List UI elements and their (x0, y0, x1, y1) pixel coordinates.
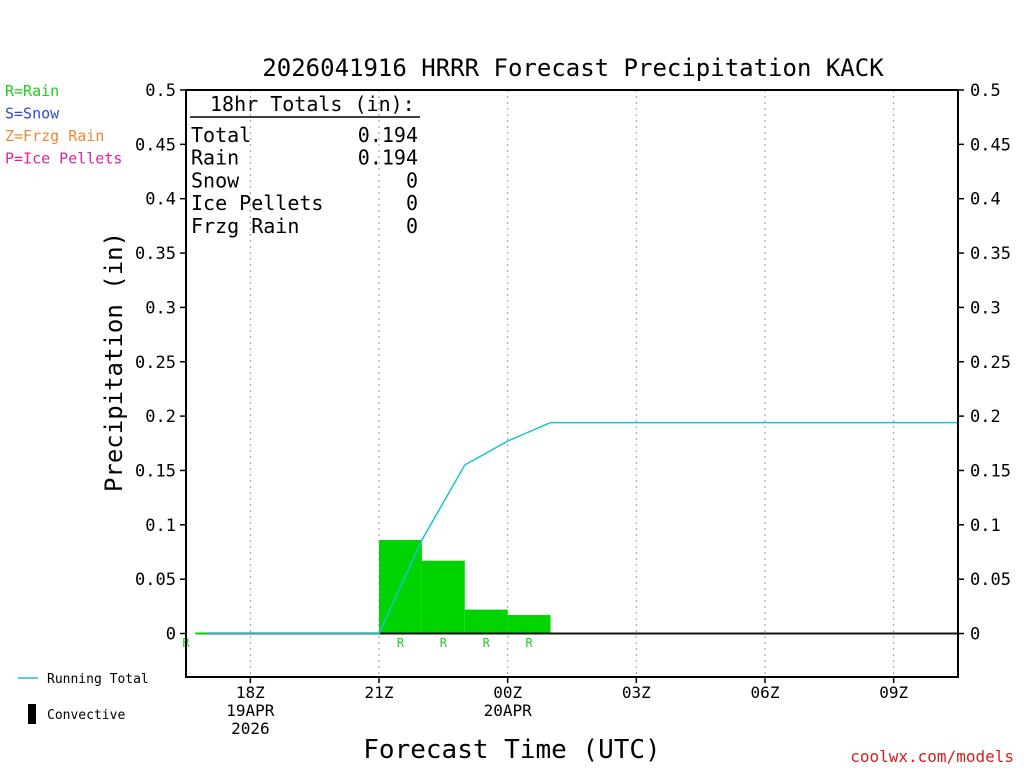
running-total-layer (207, 421, 958, 635)
y-tick-label-right: 0.05 (970, 570, 1011, 590)
ptype-label: R (525, 636, 533, 650)
convective-swatch (28, 704, 36, 724)
totals-row-label: Frzg Rain (191, 214, 299, 238)
y-tick-label: 0.15 (135, 461, 176, 481)
totals-row-value: 0 (406, 214, 418, 238)
y-tick-label: 0.4 (145, 190, 176, 210)
y-tick-label: 0.25 (135, 353, 176, 373)
grid (249, 90, 895, 677)
x-tick-label: 2026 (231, 719, 270, 738)
y-tick-label: 0.35 (135, 244, 176, 264)
credit-text: coolwx.com/models (850, 747, 1014, 766)
precip-bar (421, 560, 465, 634)
ptype-label: R (483, 636, 491, 650)
x-tick-label: 00Z (493, 683, 522, 702)
totals-row-value: 0.194 (358, 146, 418, 170)
ptype-legend-item: Z=Frzg Rain (5, 127, 104, 145)
ptype-legend: R=Rain S=Snow Z=Frzg Rain P=Ice Pellets (5, 82, 122, 168)
bottom-legend-label: Running Total (47, 672, 149, 687)
axes: 0 00.05 0.050.1 0.10.15 0.150.2 0.20.25 0.250.… (135, 81, 1011, 738)
y-tick-label: 0.3 (145, 298, 176, 318)
x-axis-label: Forecast Time (UTC) (363, 735, 660, 765)
precip-bar (464, 609, 508, 634)
bottom-legend-label: Convective (47, 708, 125, 723)
totals-row-value: 0.194 (358, 123, 418, 147)
precip-bar (507, 615, 551, 634)
y-tick-label-right: 0.15 (970, 461, 1011, 481)
chart-title: 2026041916 HRRR Forecast Precipitation K… (262, 54, 884, 82)
y-tick-label-right: 0.1 (970, 516, 1001, 536)
x-tick-label: 09Z (879, 683, 908, 702)
y-tick-label-right: 0.3 (970, 298, 1001, 318)
totals-row-label: Ice Pellets (191, 191, 323, 215)
y-tick-label-right: 0.4 (970, 190, 1001, 210)
y-tick-label: 0.2 (145, 407, 176, 427)
totals-row-label: Rain (191, 146, 239, 170)
plot-frame (185, 89, 959, 678)
totals-row-value: 0 (406, 168, 418, 192)
y-tick-label: 0.05 (135, 570, 176, 590)
y-tick-label-right: 0.45 (970, 135, 1011, 155)
totals-box: 18hr Totals (in): Total 0.194 Rain 0.194 Snow… (190, 92, 420, 238)
x-tick-label: 19APR (226, 701, 275, 720)
y-tick-label-right: 0.5 (970, 81, 1001, 101)
x-tick-label: 18Z (236, 683, 265, 702)
running-total-line (207, 421, 958, 635)
totals-header: 18hr Totals (in): (210, 92, 415, 116)
ptype-label: R (440, 636, 448, 650)
ptype-legend-item: S=Snow (5, 105, 60, 123)
y-axis-label: Precipitation (in) (100, 232, 128, 492)
totals-row-value: 0 (406, 191, 418, 215)
ptype-legend-item: P=Ice Pellets (5, 150, 122, 168)
y-tick-label-right: 0.2 (970, 407, 1001, 427)
y-tick-label-right: 0.35 (970, 244, 1011, 264)
y-tick-label: 0 (166, 625, 176, 645)
totals-row-label: Snow (191, 168, 240, 192)
x-tick-label: 06Z (751, 683, 780, 702)
x-tick-label: 21Z (365, 683, 394, 702)
y-tick-label: 0.5 (145, 81, 176, 101)
x-tick-label: 20APR (484, 701, 533, 720)
y-tick-label-right: 0.25 (970, 353, 1011, 373)
totals-row-label: Total (191, 123, 251, 147)
y-tick-label: 0.45 (135, 135, 176, 155)
y-tick-label: 0.1 (145, 516, 176, 536)
ptype-label: R (397, 636, 405, 650)
bottom-legend: Running Total Convective (18, 672, 149, 724)
ptype-legend-item: R=Rain (5, 82, 59, 100)
y-tick-label-right: 0 (970, 625, 980, 645)
x-tick-label: 03Z (622, 683, 651, 702)
